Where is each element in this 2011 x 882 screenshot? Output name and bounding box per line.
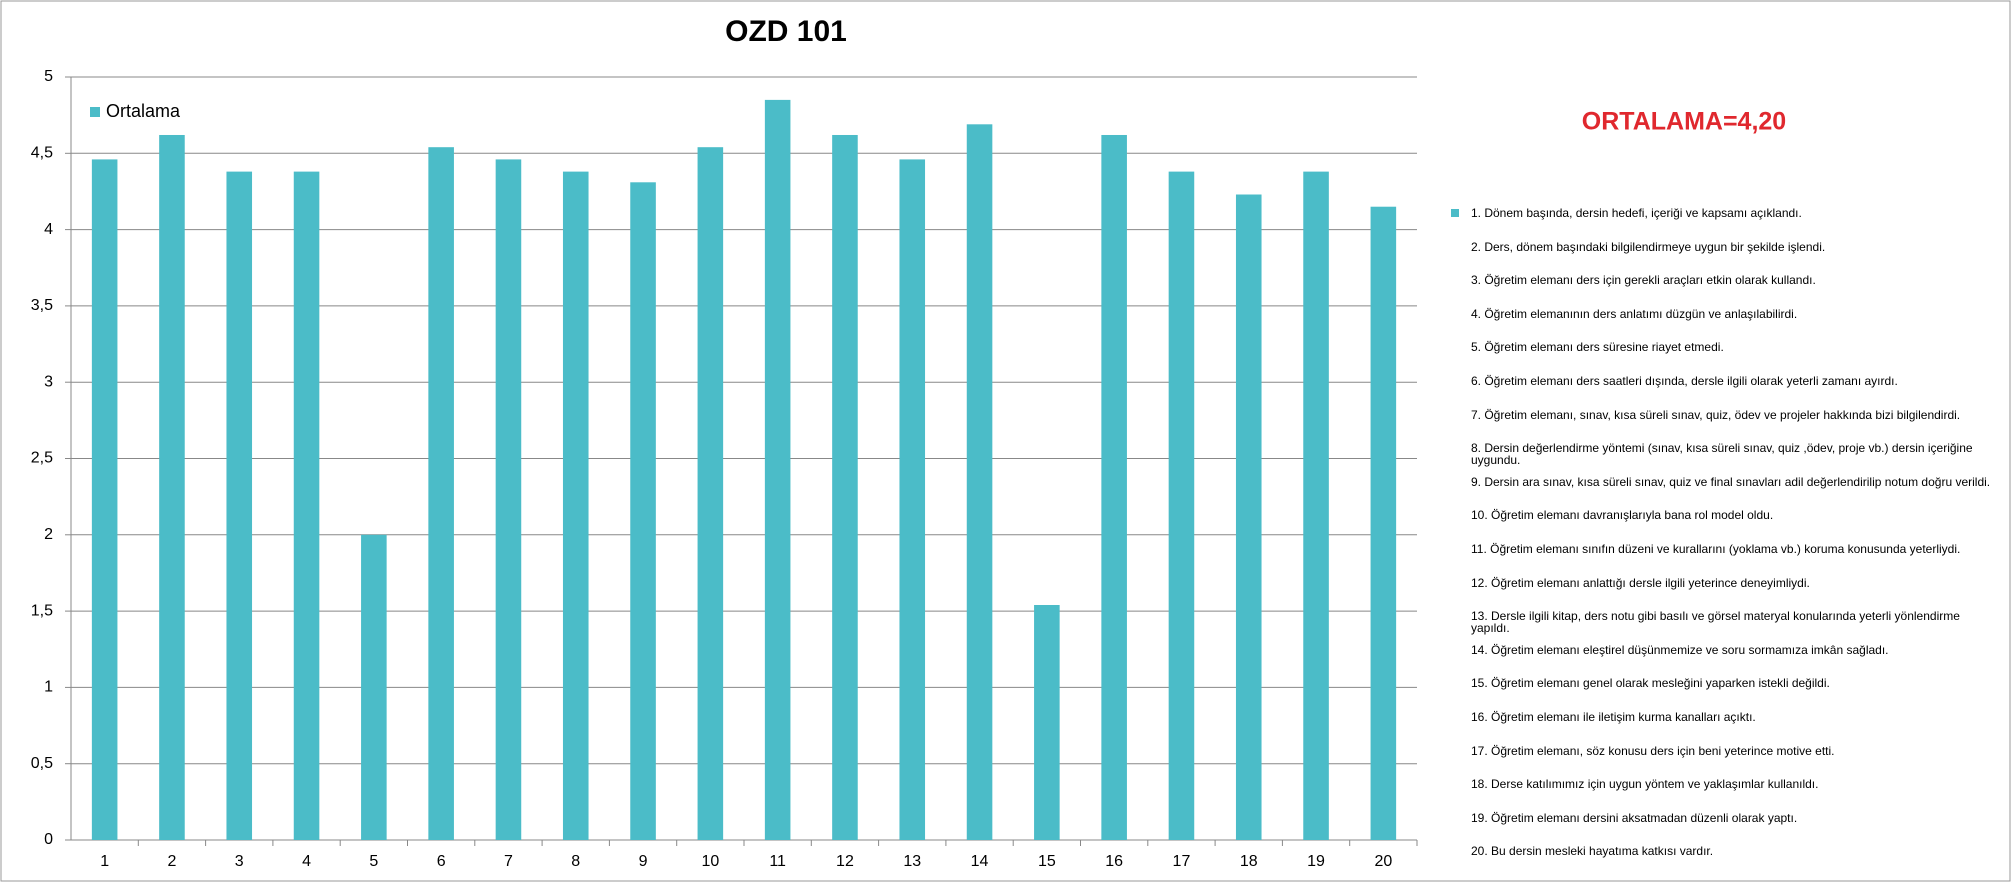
- x-tick-label: 6: [437, 853, 446, 870]
- x-tick-label: 9: [639, 853, 648, 870]
- question-item: 3. Öğretim elemanı ders için gerekli ara…: [1471, 273, 1816, 288]
- x-tick-label: 11: [769, 853, 786, 870]
- x-tick-label: 8: [571, 853, 580, 870]
- bar: [966, 124, 993, 840]
- x-tick-label: 5: [369, 853, 378, 870]
- x-tick-label: 10: [701, 853, 719, 870]
- x-tick-label: 18: [1240, 853, 1258, 870]
- bar: [495, 159, 522, 841]
- question-item: 14. Öğretim elemanı eleştirel düşünmemiz…: [1471, 642, 1889, 657]
- question-item: 20. Bu dersin mesleki hayatıma katkısı v…: [1471, 844, 1714, 859]
- question-item: 8. Dersin değerlendirme yöntemi (sınav, …: [1471, 441, 1973, 468]
- x-tick-label: 3: [235, 853, 244, 870]
- y-tick-label: 3,5: [31, 297, 53, 314]
- bar: [1101, 134, 1127, 840]
- bar: [899, 159, 926, 841]
- question-item: 4. Öğretim elemanının ders anlatımı düzg…: [1471, 306, 1798, 321]
- y-tick-label: 1: [44, 679, 53, 696]
- question-item: 9. Dersin ara sınav, kısa süreli sınav, …: [1471, 474, 1991, 489]
- question-item: 2. Ders, dönem başındaki bilgilendirmeye…: [1471, 239, 1826, 254]
- x-tick-label: 2: [167, 853, 176, 870]
- question-item: 6. Öğretim elemanı ders saatleri dışında…: [1471, 374, 1898, 388]
- question-item: 19. Öğretim elemanı dersini aksatmadan d…: [1471, 810, 1798, 825]
- question-item: 16. Öğretim elemanı ile iletişim kurma k…: [1471, 710, 1756, 724]
- bar: [697, 147, 724, 841]
- x-tick-label: 7: [504, 853, 513, 870]
- x-tick-label: 14: [971, 853, 989, 870]
- x-tick-label: 4: [302, 853, 311, 870]
- y-tick-label: 2: [44, 526, 53, 543]
- question-item: 1. Dönem başında, dersin hedefi, içeriği…: [1471, 206, 1802, 220]
- question-item: 7. Öğretim elemanı, sınav, kısa süreli s…: [1471, 407, 1961, 422]
- y-tick-label: 4: [44, 221, 53, 238]
- question-item: 11. Öğretim elemanı sınıfın düzeni ve ku…: [1471, 542, 1961, 556]
- y-tick-label: 2,5: [31, 450, 53, 467]
- bar: [630, 182, 656, 840]
- question-item: 17. Öğretim elemanı, söz konusu ders içi…: [1471, 743, 1835, 758]
- x-tick-label: 12: [836, 853, 854, 870]
- x-tick-label: 17: [1173, 853, 1191, 870]
- question-item: 15. Öğretim elemanı genel olarak mesleği…: [1471, 676, 1830, 691]
- bar: [1303, 171, 1329, 840]
- annotation: ORTALAMA=4,20: [1582, 108, 1786, 136]
- question-item: 12. Öğretim elemanı anlattığı dersle ilg…: [1471, 575, 1810, 590]
- x-tick-label: 15: [1038, 853, 1056, 870]
- y-tick-label: 1,5: [31, 602, 53, 619]
- chart-title: OZD 101: [725, 15, 847, 48]
- item-swatch: [1451, 209, 1459, 217]
- y-tick-label: 5: [44, 68, 53, 85]
- x-tick-label: 13: [903, 853, 921, 870]
- legend-label: Ortalama: [106, 101, 181, 121]
- bar: [1168, 171, 1195, 840]
- bar: [293, 171, 320, 840]
- bar: [832, 134, 858, 840]
- x-tick-label: 16: [1105, 853, 1123, 870]
- question-item: 10. Öğretim elemanı davranışlarıyla bana…: [1471, 508, 1774, 523]
- x-tick-label: 1: [100, 853, 109, 870]
- question-item: 13. Dersle ilgili kitap, ders notu gibi …: [1471, 609, 1960, 636]
- y-tick-label: 0: [44, 831, 53, 848]
- bar: [428, 147, 454, 841]
- y-tick-label: 3: [44, 373, 53, 390]
- y-tick-label: 0,5: [31, 755, 53, 772]
- bar: [159, 134, 185, 840]
- bar: [226, 171, 253, 840]
- x-tick-label: 20: [1374, 853, 1392, 870]
- bar: [1370, 206, 1397, 840]
- bar: [361, 534, 387, 840]
- bar: [1235, 194, 1262, 840]
- x-tick-label: 19: [1307, 853, 1325, 870]
- bar: [91, 159, 118, 841]
- bar: [562, 171, 589, 840]
- question-item: 18. Derse katılımımız için uygun yöntem …: [1471, 777, 1819, 792]
- bar: [764, 99, 791, 840]
- question-item: 5. Öğretim elemanı ders süresine riayet …: [1471, 340, 1724, 355]
- bar: [1034, 604, 1060, 840]
- y-tick-label: 4,5: [31, 145, 53, 162]
- legend-swatch: [90, 107, 100, 117]
